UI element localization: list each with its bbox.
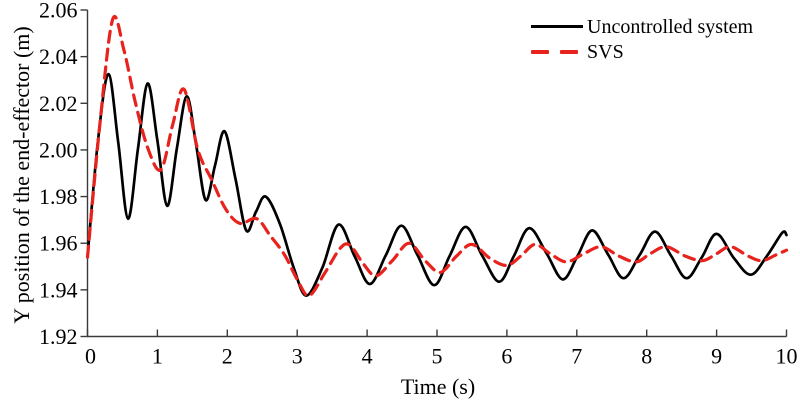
series-uncontrolled-line [86,72,788,298]
y-tick-label: 1.96 [39,231,78,256]
legend-entry-svs: SVS [531,39,753,64]
legend-entry-uncontrolled: Uncontrolled system [531,14,753,39]
legend-solid-line-icon [531,25,583,28]
legend-label-svs: SVS [587,40,624,63]
x-tick-label: 1 [152,344,163,369]
legend: Uncontrolled system SVS [531,14,753,64]
x-axis-title: Time (s) [400,374,476,399]
legend-dash-icon [560,49,578,54]
x-tick-label: 6 [501,344,512,369]
x-tick-label: 5 [432,344,443,369]
y-tick-label: 2.06 [39,0,78,23]
x-tick-label: 0 [85,344,96,369]
legend-dash-icon [531,49,549,54]
x-tick-label: 7 [571,344,582,369]
legend-label-uncontrolled: Uncontrolled system [587,15,754,38]
legend-swatch-uncontrolled [531,25,583,28]
x-tick-label: 3 [292,344,303,369]
x-tick-label: 2 [222,344,233,369]
series-svs-line [85,14,789,298]
x-tick-label: 8 [641,344,652,369]
x-tick-label: 10 [776,344,798,369]
x-tick-label: 4 [362,344,373,369]
legend-swatch-svs [531,49,583,54]
y-axis-title: Y position of the end-effector (m) [9,26,34,324]
y-tick-label: 1.94 [39,277,78,302]
x-tick-label: 9 [711,344,722,369]
y-tick-label: 2.04 [39,44,78,69]
y-tick-label: 2.00 [39,137,78,162]
y-tick-label: 1.98 [39,184,78,209]
y-tick-label: 1.92 [39,324,78,349]
y-tick-label: 2.02 [39,91,78,116]
